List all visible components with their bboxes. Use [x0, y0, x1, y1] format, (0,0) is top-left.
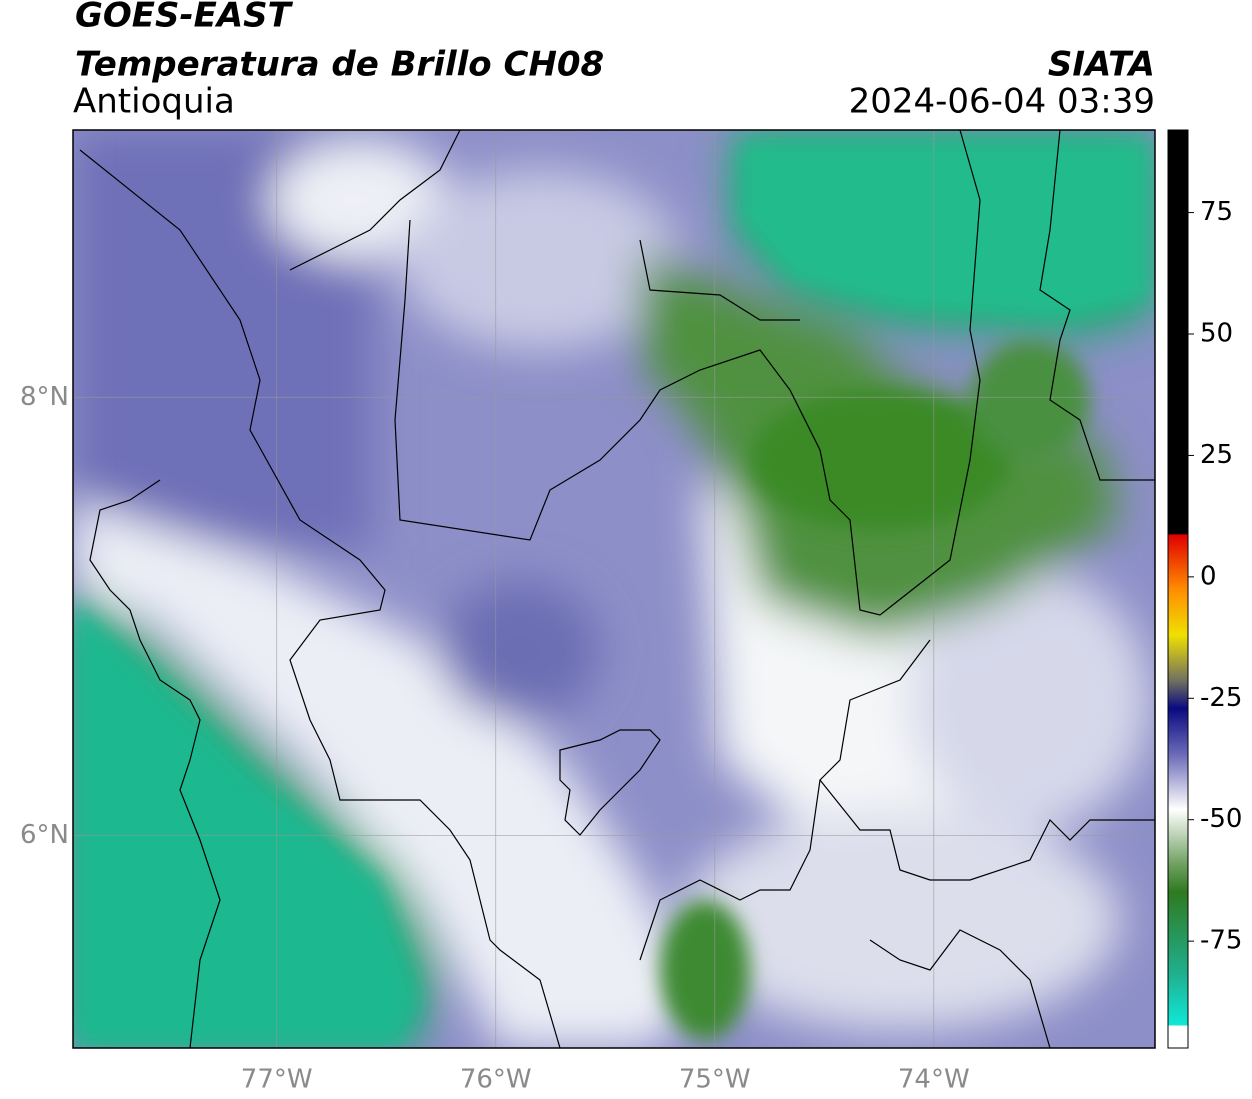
y-tick-label: 6°N [20, 820, 69, 850]
boundaries [79, 130, 1155, 1048]
colorbar-tick-label: -25 [1200, 683, 1242, 713]
colorbar-tick-label: 0 [1200, 561, 1217, 591]
title: GOES-EAST [75, 0, 294, 36]
subtitle: Temperatura de Brillo CH08 [75, 45, 604, 85]
imagery [73, 130, 1155, 1048]
colorbar-tick-label: -75 [1200, 926, 1242, 956]
datetime: 2024-06-04 03:39 [849, 82, 1155, 122]
x-tick-label: 75°W [679, 1065, 751, 1095]
grid [73, 130, 1155, 1048]
colorbar-tick-label: -50 [1200, 804, 1242, 834]
x-tick-label: 77°W [241, 1065, 313, 1095]
colorbar-tick-label: 75 [1200, 197, 1233, 227]
x-tick-label: 76°W [460, 1065, 532, 1095]
x-tick-label: 74°W [898, 1065, 970, 1095]
colorbar [1167, 129, 1189, 1049]
source: SIATA [1048, 45, 1155, 85]
region: Antioquia [73, 82, 235, 122]
colorbar-tick-label: 25 [1200, 440, 1233, 470]
map-frame [72, 129, 1156, 1049]
colorbar-tick-label: 50 [1200, 319, 1233, 349]
y-tick-label: 8°N [20, 382, 69, 412]
